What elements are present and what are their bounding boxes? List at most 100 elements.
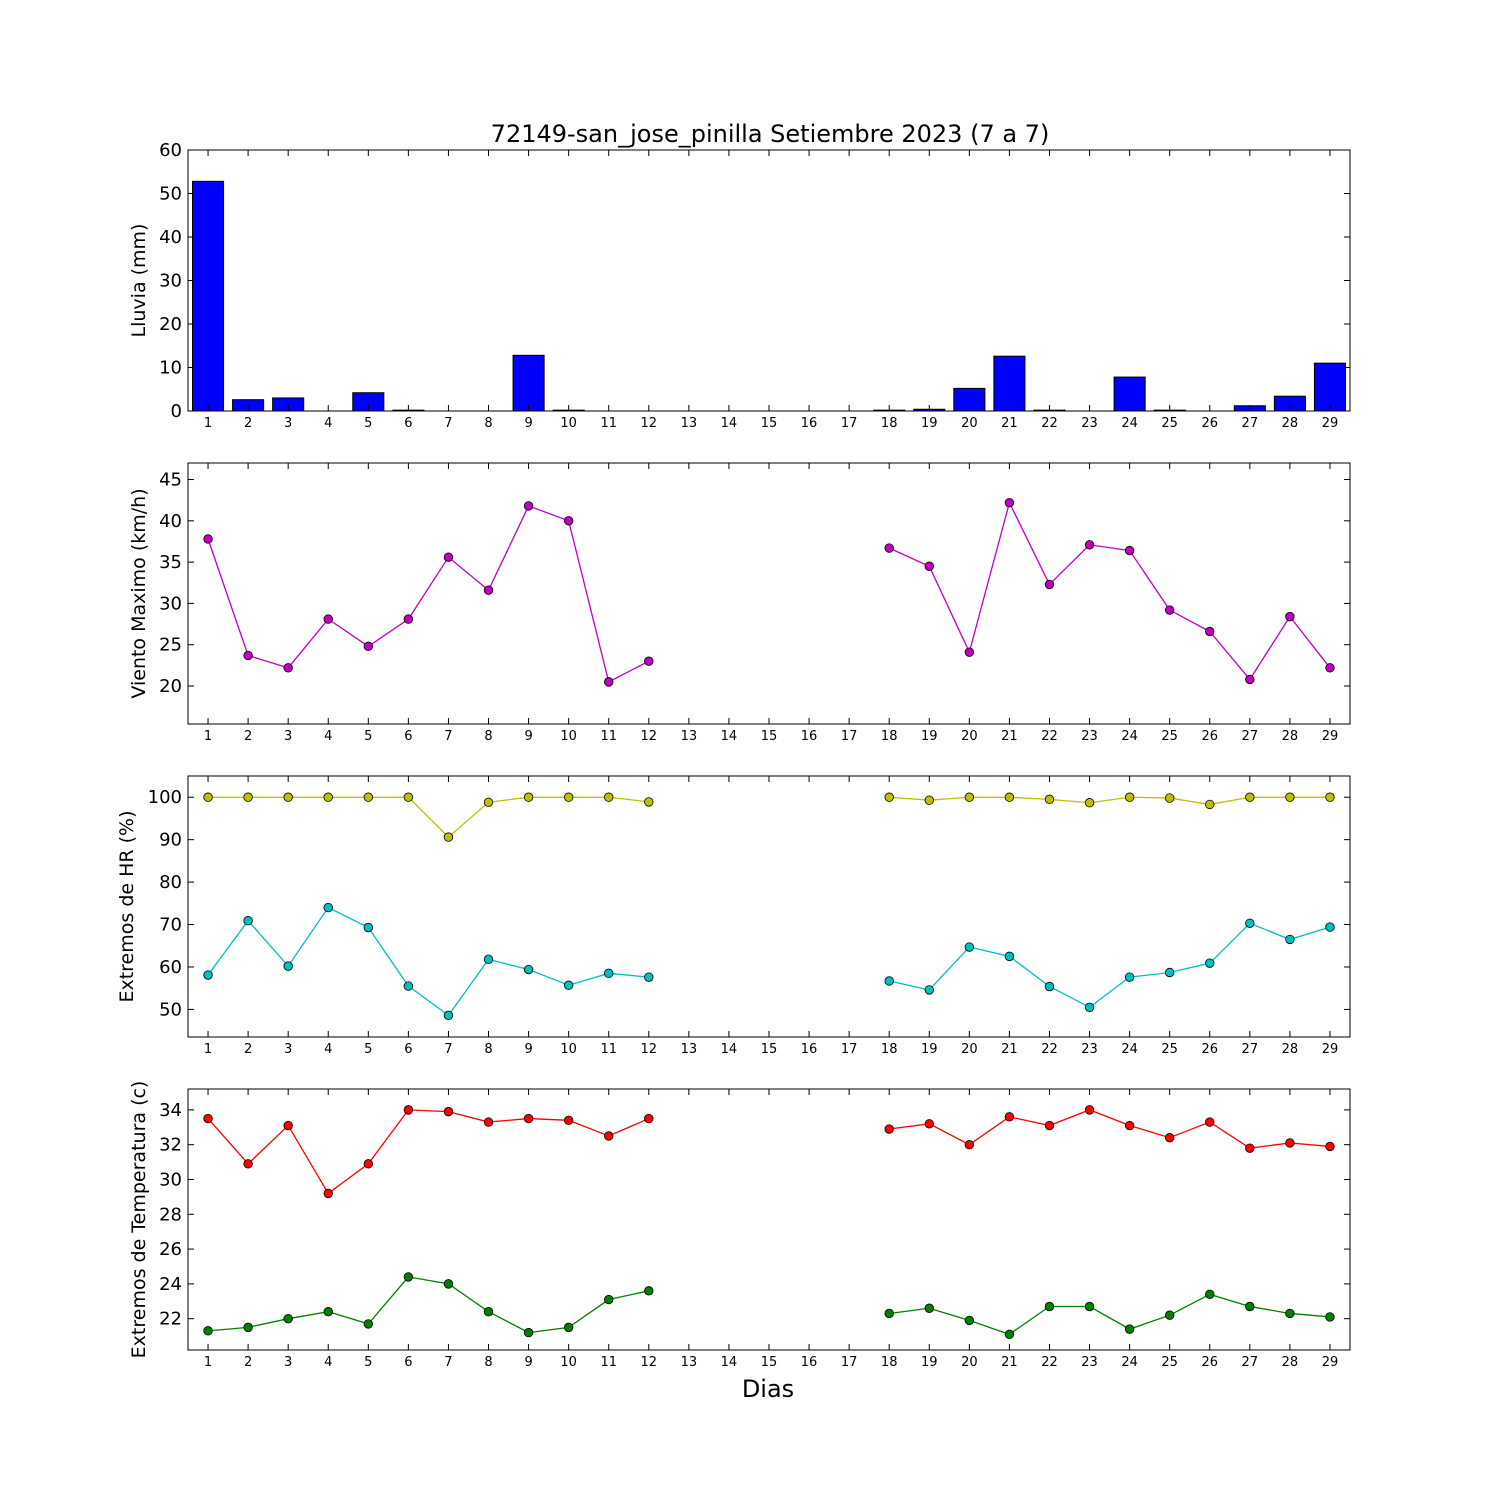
x-tick-label: 19 bbox=[921, 1355, 938, 1370]
x-tick-label: 9 bbox=[524, 1355, 532, 1370]
series-1-point-day-28 bbox=[1285, 792, 1295, 802]
series-2-point-day-22 bbox=[1044, 1301, 1055, 1312]
series-1-point-day-28 bbox=[1285, 611, 1295, 622]
x-tick-label: 20 bbox=[961, 416, 978, 431]
x-tick-label: 29 bbox=[1322, 416, 1339, 431]
y-tick-label: 28 bbox=[159, 1204, 182, 1225]
x-tick-label: 6 bbox=[404, 729, 412, 744]
x-tick-label: 27 bbox=[1242, 1355, 1259, 1370]
series-1-point-day-23 bbox=[1084, 1105, 1095, 1115]
x-tick-label: 5 bbox=[364, 416, 372, 431]
x-tick-label: 23 bbox=[1081, 1355, 1098, 1370]
series-2-point-day-2 bbox=[243, 916, 253, 926]
x-tick-label: 18 bbox=[881, 1355, 898, 1370]
x-tick-label: 11 bbox=[600, 1042, 617, 1057]
x-tick-label: 15 bbox=[761, 1355, 778, 1370]
x-tick-label: 11 bbox=[600, 416, 617, 431]
series-1-point-day-26 bbox=[1205, 799, 1215, 810]
series-1-point-day-2 bbox=[243, 650, 253, 661]
series-2-point-day-1 bbox=[203, 970, 213, 980]
x-tick-label: 18 bbox=[881, 416, 898, 431]
x-tick-label: 21 bbox=[1001, 1355, 1018, 1370]
x-tick-label: 2 bbox=[244, 416, 252, 431]
series-1-point-day-5 bbox=[363, 1159, 374, 1169]
series-1-point-day-9 bbox=[523, 1113, 534, 1124]
series-2-point-day-2 bbox=[243, 1322, 253, 1333]
series-2-point-day-6 bbox=[403, 1272, 414, 1282]
series-1-point-day-20 bbox=[964, 647, 975, 657]
y-tick-label: 30 bbox=[159, 271, 182, 292]
x-tick-label: 15 bbox=[761, 416, 778, 431]
series-2-point-day-12 bbox=[644, 1286, 654, 1296]
series-2-line-1 bbox=[207, 1276, 649, 1334]
x-tick-label: 12 bbox=[641, 416, 658, 431]
series-1-point-day-20 bbox=[964, 1139, 975, 1150]
x-tick-label: 15 bbox=[761, 1042, 778, 1057]
x-tick-label: 4 bbox=[324, 729, 332, 744]
series-2-point-day-28 bbox=[1285, 1308, 1295, 1319]
series-1-point-day-19 bbox=[924, 1119, 934, 1129]
x-tick-label: 21 bbox=[1001, 729, 1018, 744]
y-tick-label: 30 bbox=[159, 1169, 182, 1190]
series-1-point-day-20 bbox=[964, 792, 975, 802]
x-tick-label: 24 bbox=[1121, 729, 1138, 744]
series-1-point-day-22 bbox=[1044, 1120, 1055, 1131]
series-2-point-day-25 bbox=[1164, 967, 1175, 978]
series-2-point-day-5 bbox=[363, 922, 374, 933]
x-tick-label: 12 bbox=[641, 1042, 658, 1057]
x-tick-label: 21 bbox=[1001, 1042, 1018, 1057]
x-tick-label: 22 bbox=[1041, 729, 1058, 744]
x-tick-label: 20 bbox=[961, 1355, 978, 1370]
series-2-point-day-23 bbox=[1084, 1002, 1095, 1012]
series-1-line-1 bbox=[208, 796, 649, 838]
series-2-point-day-22 bbox=[1044, 981, 1055, 992]
x-tick-label: 17 bbox=[841, 1042, 858, 1057]
x-tick-label: 18 bbox=[881, 1042, 898, 1057]
x-tick-label: 16 bbox=[801, 1042, 818, 1057]
series-2-point-day-27 bbox=[1245, 918, 1255, 928]
x-tick-label: 14 bbox=[721, 1355, 738, 1370]
series-1-point-day-10 bbox=[563, 792, 574, 802]
x-tick-label: 3 bbox=[284, 416, 292, 431]
series-1-point-day-5 bbox=[363, 792, 374, 802]
x-tick-label: 7 bbox=[444, 416, 452, 431]
series-2-point-day-12 bbox=[644, 972, 654, 982]
x-tick-label: 22 bbox=[1041, 1042, 1058, 1057]
x-tick-label: 22 bbox=[1041, 1355, 1058, 1370]
series-2-point-day-5 bbox=[363, 1319, 374, 1329]
series-2-point-day-21 bbox=[1004, 951, 1015, 962]
x-tick-label: 23 bbox=[1081, 416, 1098, 431]
series-2-point-day-9 bbox=[523, 964, 534, 975]
series-2-point-day-18 bbox=[884, 976, 894, 986]
x-tick-label: 2 bbox=[244, 729, 252, 744]
y-axis-label: Extremos de Temperatura (c) bbox=[128, 1081, 150, 1359]
y-axis-label: Extremos de HR (%) bbox=[116, 810, 138, 1002]
x-tick-label: 29 bbox=[1322, 729, 1339, 744]
series-2-line-1 bbox=[207, 906, 649, 1017]
series-1-point-day-7 bbox=[443, 1106, 454, 1117]
series-1-point-day-9 bbox=[523, 792, 534, 802]
series-2-point-day-1 bbox=[203, 1326, 213, 1336]
series-2-point-day-7 bbox=[443, 1279, 454, 1289]
series-1-point-day-8 bbox=[483, 585, 494, 595]
y-tick-label: 26 bbox=[159, 1239, 182, 1260]
series-1-point-day-18 bbox=[884, 543, 894, 553]
x-tick-label: 15 bbox=[761, 729, 778, 744]
series-1-point-day-11 bbox=[604, 677, 614, 687]
series-1-point-day-19 bbox=[924, 795, 934, 805]
series-1-line-2 bbox=[888, 500, 1331, 681]
x-tick-label: 16 bbox=[801, 1355, 818, 1370]
x-tick-label: 26 bbox=[1201, 1042, 1218, 1057]
x-tick-label: 22 bbox=[1041, 416, 1058, 431]
x-tick-label: 5 bbox=[364, 1042, 372, 1057]
x-tick-label: 25 bbox=[1161, 729, 1178, 744]
series-2-point-day-29 bbox=[1325, 922, 1335, 932]
series-2-point-day-29 bbox=[1325, 1312, 1335, 1322]
y-tick-label: 25 bbox=[159, 635, 182, 656]
series-1-line-1 bbox=[207, 505, 650, 683]
y-tick-label: 45 bbox=[159, 470, 182, 491]
y-tick-label: 40 bbox=[159, 227, 182, 248]
